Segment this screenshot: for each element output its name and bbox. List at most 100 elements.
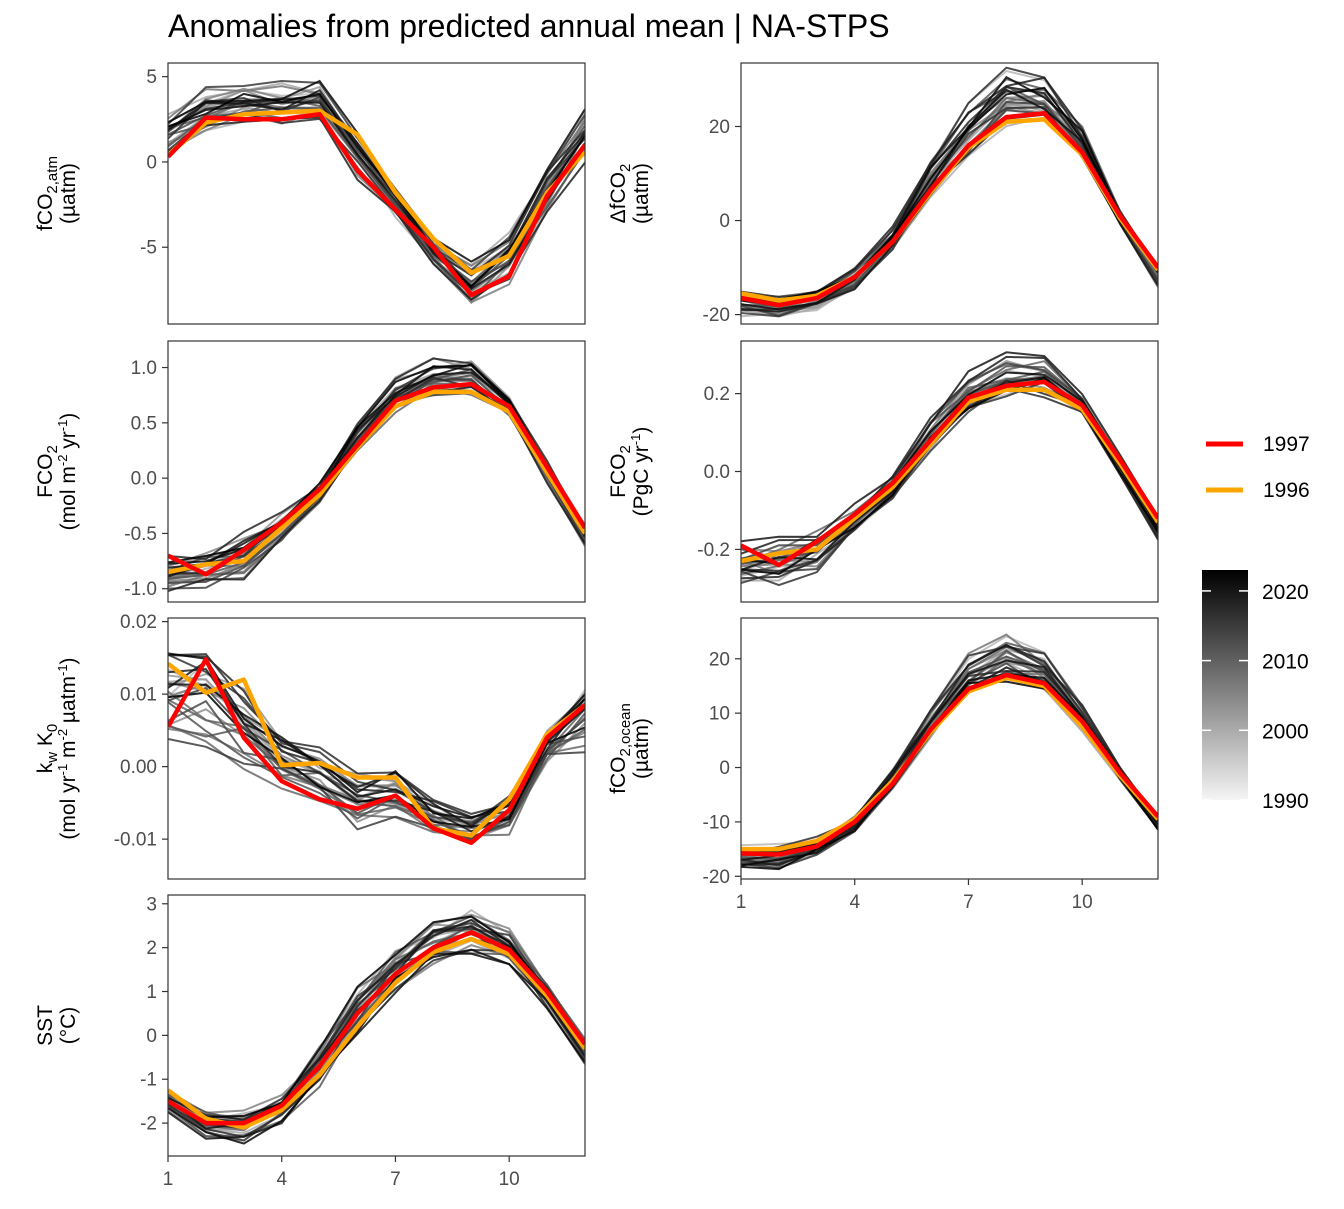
y-tick-label: 20	[709, 649, 730, 670]
series-line-1997	[741, 379, 1158, 568]
y-axis-title: kw​ K0​(mol yr-1​ m-2​ µatm-1​)	[34, 657, 80, 839]
y-tick-label: 10	[709, 704, 730, 725]
x-tick-label: 10	[1072, 892, 1093, 913]
year-trace	[168, 85, 585, 268]
legend-label-1997: 1997	[1263, 433, 1310, 456]
year-trace	[168, 363, 585, 565]
y-axis-title-part: 2	[617, 164, 634, 172]
colorbar-label: 2000	[1262, 720, 1309, 743]
panel-border	[167, 340, 586, 603]
year-trace	[741, 351, 1158, 543]
year-trace	[741, 76, 1158, 303]
y-axis-title: FCO2​(PgC yr-1​)	[607, 427, 653, 517]
y-tick-label: 2	[146, 938, 157, 959]
y-axis-title-part: FCO	[607, 454, 630, 498]
y-axis-title: fCO2,ocean​(µatm)	[607, 703, 653, 794]
year-trace	[741, 365, 1158, 560]
legend-label-1996: 1996	[1263, 479, 1310, 502]
year-trace	[168, 106, 585, 301]
x-tick-label: 1	[163, 1169, 174, 1190]
year-trace	[741, 86, 1158, 302]
year-trace	[741, 88, 1158, 311]
y-axis-title-part: m	[57, 741, 80, 764]
series-line-1997	[168, 930, 585, 1126]
y-tick-label: 0.2	[704, 384, 730, 405]
y-tick-label: -20	[703, 305, 730, 326]
y-tick-label: 20	[709, 117, 730, 138]
y-tick-label: 0.02	[120, 612, 157, 633]
y-tick-label: -1	[140, 1070, 157, 1091]
y-axis-title: fCO2,atm​(µatm)	[34, 156, 80, 231]
series-line-1996	[168, 389, 585, 575]
y-axis-title-part: ΔfCO	[607, 172, 630, 223]
y-tick-label: -0.2	[697, 540, 730, 561]
y-axis-title-part: k	[34, 762, 57, 773]
series-line-1997	[168, 111, 585, 298]
y-axis-title-part: -1	[55, 764, 70, 776]
panel-border	[740, 617, 1159, 880]
y-axis-title-part: (µatm)	[630, 163, 653, 224]
year-trace	[168, 112, 585, 297]
y-tick-label: 1.0	[131, 358, 157, 379]
colorbar-label: 2010	[1262, 651, 1309, 674]
year-trace	[741, 645, 1158, 856]
y-axis-title-part: w	[44, 752, 61, 764]
y-axis-title-part: )	[57, 657, 80, 664]
chart-title: Anomalies from predicted annual mean | N…	[168, 8, 890, 44]
y-tick-label: 0	[719, 758, 730, 779]
year-trace	[741, 643, 1158, 855]
year-trace	[741, 97, 1158, 309]
year-trace	[168, 699, 585, 841]
year-trace	[741, 362, 1158, 561]
y-tick-label: -5	[140, 238, 157, 259]
x-tick-label: 4	[849, 892, 860, 913]
year-trace	[168, 365, 585, 578]
x-tick-label: 4	[276, 1169, 287, 1190]
year-trace	[741, 359, 1158, 564]
panel-border	[167, 617, 586, 880]
year-trace	[168, 116, 585, 302]
y-tick-label: 0	[146, 1026, 157, 1047]
year-trace	[741, 69, 1158, 302]
y-axis-title-part: (mol yr	[57, 775, 80, 839]
year-trace	[168, 92, 585, 289]
year-trace	[168, 357, 585, 561]
y-axis-title-part: (°C)	[57, 1007, 80, 1045]
year-trace	[168, 908, 585, 1121]
year-trace	[741, 645, 1158, 862]
year-trace	[168, 108, 585, 295]
background-traces	[741, 633, 1158, 871]
year-trace	[741, 94, 1158, 308]
series-line-1997	[168, 657, 585, 846]
y-axis-title: SST(°C)	[34, 1005, 80, 1046]
y-tick-label: -10	[703, 812, 730, 833]
x-tick-label: 7	[390, 1169, 401, 1190]
series-line-1996	[168, 108, 585, 276]
y-axis-title-part: yr	[57, 431, 80, 454]
y-tick-label: 0	[146, 152, 157, 173]
panel-fCO2_ocean: 20 10 0 -10 -20 1 4 7 10 fCO2,ocean​(µatm)	[607, 617, 1159, 913]
colorbar-label: 1990	[1262, 790, 1309, 813]
y-axis-title-part: (PgC yr	[630, 445, 653, 516]
background-traces	[168, 908, 585, 1145]
y-axis-title-part: 2,atm	[44, 156, 61, 194]
legend: 1997 1996 2020 2010 2000 1990	[1202, 433, 1310, 813]
year-trace	[168, 105, 585, 293]
y-axis-title-part: (µatm)	[57, 163, 80, 224]
y-axis-title: ΔfCO2​(µatm)	[607, 163, 653, 224]
year-trace	[741, 78, 1158, 298]
y-tick-label: 0.0	[131, 469, 157, 490]
y-axis-title-part: -1	[55, 420, 70, 432]
y-axis-title-part: (mol m	[57, 466, 80, 530]
series-line-1997	[741, 672, 1158, 857]
y-axis-title-part: 2	[44, 445, 61, 453]
y-tick-label: 1	[146, 982, 157, 1003]
y-axis-title-part: -1	[628, 434, 643, 446]
y-axis-title-part: )	[630, 427, 653, 434]
panel-kw_K0: 0.02 0.01 0.00 -0.01 kw​ K0​(mol yr-1​ m-2​ …	[34, 612, 586, 880]
y-tick-label: -20	[703, 867, 730, 888]
y-tick-label: -2	[140, 1114, 157, 1135]
year-trace	[741, 86, 1158, 301]
